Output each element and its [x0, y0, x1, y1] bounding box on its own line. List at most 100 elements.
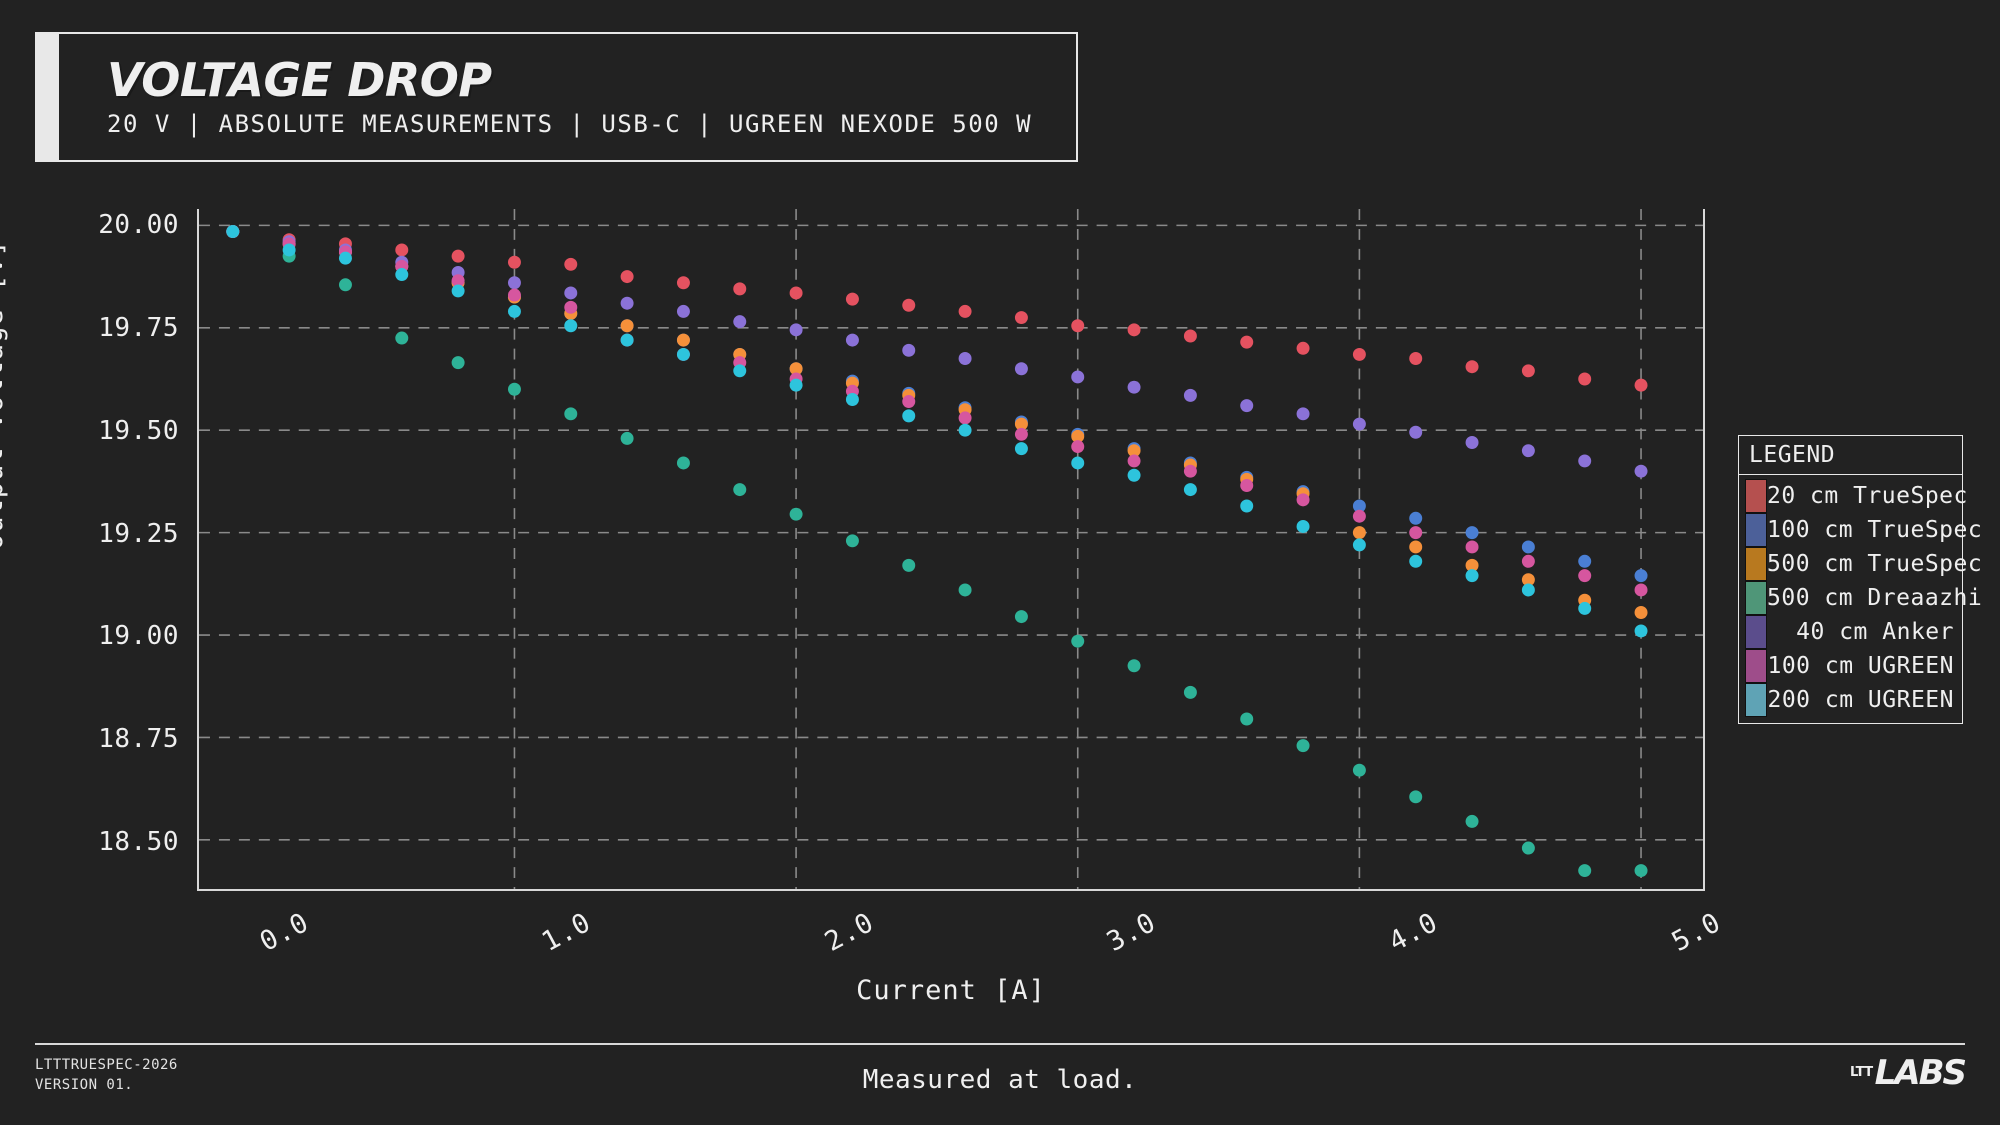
data-point — [1014, 610, 1028, 624]
legend-title: LEGEND — [1739, 436, 1962, 475]
data-point — [451, 274, 465, 288]
y-axis-title: Output Voltage [V] — [0, 239, 9, 550]
y-axis-tick-label: 18.50 — [98, 826, 179, 857]
data-point — [507, 304, 521, 318]
legend-item[interactable]: 100 cm TrueSpec — [1739, 513, 1982, 547]
data-point — [1409, 352, 1423, 365]
data-point — [1521, 364, 1535, 378]
data-point — [226, 225, 240, 239]
y-axis-tick-label: 19.25 — [98, 518, 179, 549]
page-subtitle: 20 V | ABSOLUTE MEASUREMENTS | USB-C | U… — [107, 109, 1033, 138]
data-point — [1634, 624, 1648, 638]
header-accent-bar — [37, 34, 59, 160]
legend-item[interactable]: 200 cm UGREEN — [1739, 683, 1962, 717]
x-axis-tick-label: 3.0 — [1101, 907, 1161, 958]
series-200-cm-ugreen — [226, 225, 1648, 638]
data-point — [845, 534, 859, 548]
data-point — [451, 249, 465, 263]
data-point — [1578, 569, 1592, 583]
data-point — [507, 382, 521, 396]
data-point — [1183, 464, 1197, 478]
data-point — [1127, 380, 1141, 394]
legend-swatch — [1745, 547, 1767, 581]
x-axis-title: Current [A] — [856, 975, 1046, 1006]
data-point — [395, 331, 409, 345]
data-point — [1240, 335, 1254, 349]
y-axis-tick-label: 19.50 — [98, 415, 179, 446]
footer-project-code: LTTTRUESPEC-2026 — [35, 1057, 178, 1073]
x-axis-tick-label: 1.0 — [537, 907, 597, 958]
data-point — [676, 333, 690, 347]
data-point — [1634, 378, 1648, 392]
data-point — [1634, 583, 1648, 597]
data-point — [564, 300, 578, 314]
data-point — [1296, 519, 1310, 533]
legend-item[interactable]: 40 cm Anker — [1739, 615, 1962, 649]
data-point — [1296, 341, 1310, 355]
legend-item[interactable]: 500 cm TrueSpec — [1739, 547, 1982, 581]
data-point — [1409, 554, 1423, 568]
footer-divider — [35, 1043, 1965, 1045]
data-point — [958, 583, 972, 597]
data-point — [1634, 606, 1648, 619]
data-point — [1127, 323, 1141, 337]
data-point — [1352, 347, 1366, 361]
data-point — [564, 257, 578, 271]
plot-area — [197, 209, 1705, 891]
legend-item-label: 100 cm UGREEN — [1767, 653, 1954, 679]
data-point — [1521, 583, 1535, 597]
logo-labs-text: LABS — [1874, 1053, 1967, 1093]
series-500-cm-dreaazhi — [226, 225, 1648, 878]
header-text: VOLTAGE DROP 20 V | ABSOLUTE MEASUREMENT… — [59, 34, 1076, 160]
data-point — [1465, 814, 1479, 828]
data-point — [395, 268, 409, 282]
series-500-cm-truespec — [226, 225, 1648, 619]
legend-item-label: 500 cm Dreaazhi — [1767, 585, 1983, 611]
legend-swatch — [1745, 513, 1767, 547]
data-point — [789, 323, 803, 337]
data-point — [1296, 493, 1310, 507]
data-point — [507, 255, 521, 269]
legend-items: 20 cm TrueSpec 100 cm TrueSpec 500 cm True… — [1739, 475, 1982, 723]
data-point — [902, 558, 916, 572]
ltt-labs-logo: LTT LABS — [1850, 1053, 1967, 1093]
data-point — [1240, 479, 1254, 492]
footer-meta: LTTTRUESPEC-2026 VERSION 01. — [35, 1055, 178, 1096]
legend-item[interactable]: 100 cm UGREEN — [1739, 649, 1962, 683]
data-point — [1296, 739, 1310, 753]
legend-item-label: 100 cm TrueSpec — [1767, 517, 1983, 543]
data-point — [1465, 436, 1479, 449]
footer-note: Measured at load. — [862, 1065, 1138, 1095]
data-point — [1578, 554, 1592, 568]
data-point — [845, 333, 859, 347]
data-point — [1240, 399, 1254, 413]
data-point — [564, 286, 578, 300]
data-point — [733, 364, 747, 378]
data-point — [1183, 483, 1197, 497]
series-100-cm-ugreen — [226, 225, 1648, 597]
data-point — [958, 304, 972, 318]
data-point — [1014, 311, 1028, 325]
data-point — [1352, 499, 1366, 513]
legend-swatch — [1745, 581, 1767, 615]
data-point — [1634, 464, 1648, 478]
data-point — [507, 276, 521, 290]
legend-item[interactable]: 500 cm Dreaazhi — [1739, 581, 1982, 615]
data-point — [676, 456, 690, 470]
legend-item-label: 20 cm TrueSpec — [1767, 483, 1968, 509]
data-point — [1352, 526, 1366, 540]
data-point — [620, 431, 634, 445]
footer-version: VERSION 01. — [35, 1077, 134, 1094]
x-axis-tick-label: 0.0 — [254, 907, 314, 958]
data-point — [1521, 444, 1535, 458]
data-point — [733, 282, 747, 296]
legend-item-label: 200 cm UGREEN — [1767, 687, 1954, 713]
data-point — [1465, 360, 1479, 374]
data-point — [676, 276, 690, 290]
data-point — [1127, 659, 1141, 673]
data-point — [1352, 538, 1366, 552]
data-point — [1578, 864, 1592, 878]
data-point — [1014, 427, 1028, 441]
legend-item[interactable]: 20 cm TrueSpec — [1739, 479, 1967, 513]
data-point — [958, 423, 972, 437]
